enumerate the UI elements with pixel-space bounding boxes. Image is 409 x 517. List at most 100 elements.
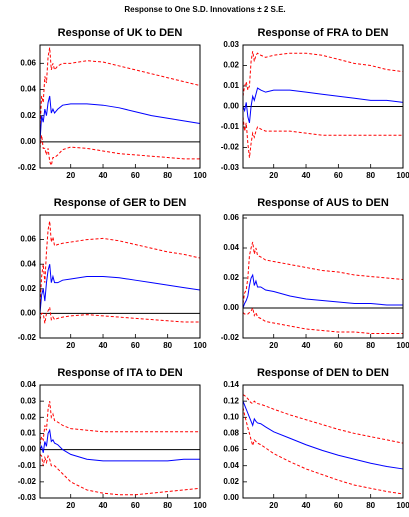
response-line [39,428,200,462]
response-line [242,407,404,495]
plot-frame [39,44,201,169]
y-tick-label: 0.06 [20,58,36,67]
y-tick-label: 0.02 [20,412,36,421]
x-tick-label: 60 [334,501,343,510]
y-tick-label: 0.00 [223,303,239,312]
y-tick-label: 0.01 [223,81,239,90]
y-tick-label: 0.00 [20,137,36,146]
panel-title: Response of AUS to DEN [257,197,389,209]
y-tick-label: -0.02 [18,163,37,172]
x-tick-label: 100 [193,501,207,510]
y-tick-label: 0.08 [223,429,239,438]
y-tick-label: 0.04 [223,243,239,252]
x-tick-label: 20 [269,341,278,350]
x-tick-label: 100 [396,341,409,350]
x-tick-label: 60 [131,171,140,180]
y-tick-label: 0.04 [20,85,36,94]
y-tick-label: 0.00 [20,445,36,454]
y-tick-label: 0.02 [20,111,36,120]
x-tick-label: 80 [163,341,172,350]
y-tick-label: -0.02 [18,477,37,486]
figure-title: Response to One S.D. Innovations ± 2 S.E… [124,5,285,14]
response-line [242,273,403,309]
y-tick-label: -0.01 [18,461,37,470]
x-tick-label: 40 [302,171,311,180]
y-tick-label: 0.14 [223,380,239,389]
response-line [39,221,201,308]
response-line [242,306,403,334]
response-line [242,51,404,97]
y-tick-label: 0.03 [223,40,239,49]
x-tick-label: 80 [163,171,172,180]
x-tick-label: 20 [66,171,75,180]
y-tick-label: -0.02 [221,143,240,152]
response-line [39,264,201,314]
panel-title: Response of UK to DEN [58,27,183,39]
y-tick-label: 0.01 [20,429,36,438]
response-line [39,305,200,324]
x-tick-label: 40 [99,171,108,180]
x-tick-label: 80 [163,501,172,510]
y-tick-label: 0.04 [20,380,36,389]
x-tick-label: 80 [366,501,375,510]
x-tick-label: 20 [269,171,278,180]
y-tick-label: -0.03 [18,493,37,502]
panel-title: Response of DEN to DEN [257,367,389,379]
x-tick-label: 60 [131,501,140,510]
response-line [39,95,201,142]
x-tick-label: 80 [366,171,375,180]
y-tick-label: -0.03 [221,163,240,172]
plot-frame [39,384,201,499]
y-tick-label: 0.06 [223,213,239,222]
y-tick-label: 0.12 [223,396,239,405]
x-tick-label: 40 [302,501,311,510]
x-tick-label: 40 [302,341,311,350]
y-tick-label: 0.04 [20,259,36,268]
panel-title: Response of ITA to DEN [57,367,182,379]
response-line [39,401,200,445]
y-tick-label: 0.04 [223,461,239,470]
response-line [39,47,201,129]
response-line [242,241,404,304]
y-tick-label: 0.00 [223,102,239,111]
x-tick-label: 40 [99,501,108,510]
y-tick-label: 0.02 [223,477,239,486]
plot-frame [242,384,404,499]
x-tick-label: 20 [269,501,278,510]
x-tick-label: 100 [193,171,207,180]
panel-title: Response of FRA to DEN [258,27,389,39]
plot-frame [242,214,404,339]
x-tick-label: 100 [396,171,409,180]
y-tick-label: 0.03 [20,396,36,405]
y-tick-label: 0.02 [223,273,239,282]
plot-frame [242,44,404,169]
x-tick-label: 60 [334,171,343,180]
y-tick-label: 0.02 [20,284,36,293]
response-line [242,87,404,124]
x-tick-label: 20 [66,501,75,510]
x-tick-label: 100 [396,501,409,510]
x-tick-label: 40 [99,341,108,350]
response-line [39,454,201,496]
response-line [242,394,404,444]
x-tick-label: 80 [366,341,375,350]
y-tick-label: 0.10 [223,412,239,421]
y-tick-label: 0.00 [223,493,239,502]
x-tick-label: 20 [66,341,75,350]
x-tick-label: 60 [131,341,140,350]
y-tick-label: -0.02 [18,333,37,342]
panel-title: Response of GER to DEN [54,197,187,209]
y-tick-label: -0.01 [221,122,240,131]
x-tick-label: 100 [193,341,207,350]
plot-frame [39,214,201,339]
response-line [39,135,200,168]
y-tick-label: -0.02 [221,333,240,342]
response-line [242,400,404,470]
y-tick-label: 0.02 [223,61,239,70]
y-tick-label: 0.06 [20,235,36,244]
y-tick-label: 0.06 [223,445,239,454]
y-tick-label: 0.00 [20,309,36,318]
response-line [242,116,403,158]
x-tick-label: 60 [334,341,343,350]
